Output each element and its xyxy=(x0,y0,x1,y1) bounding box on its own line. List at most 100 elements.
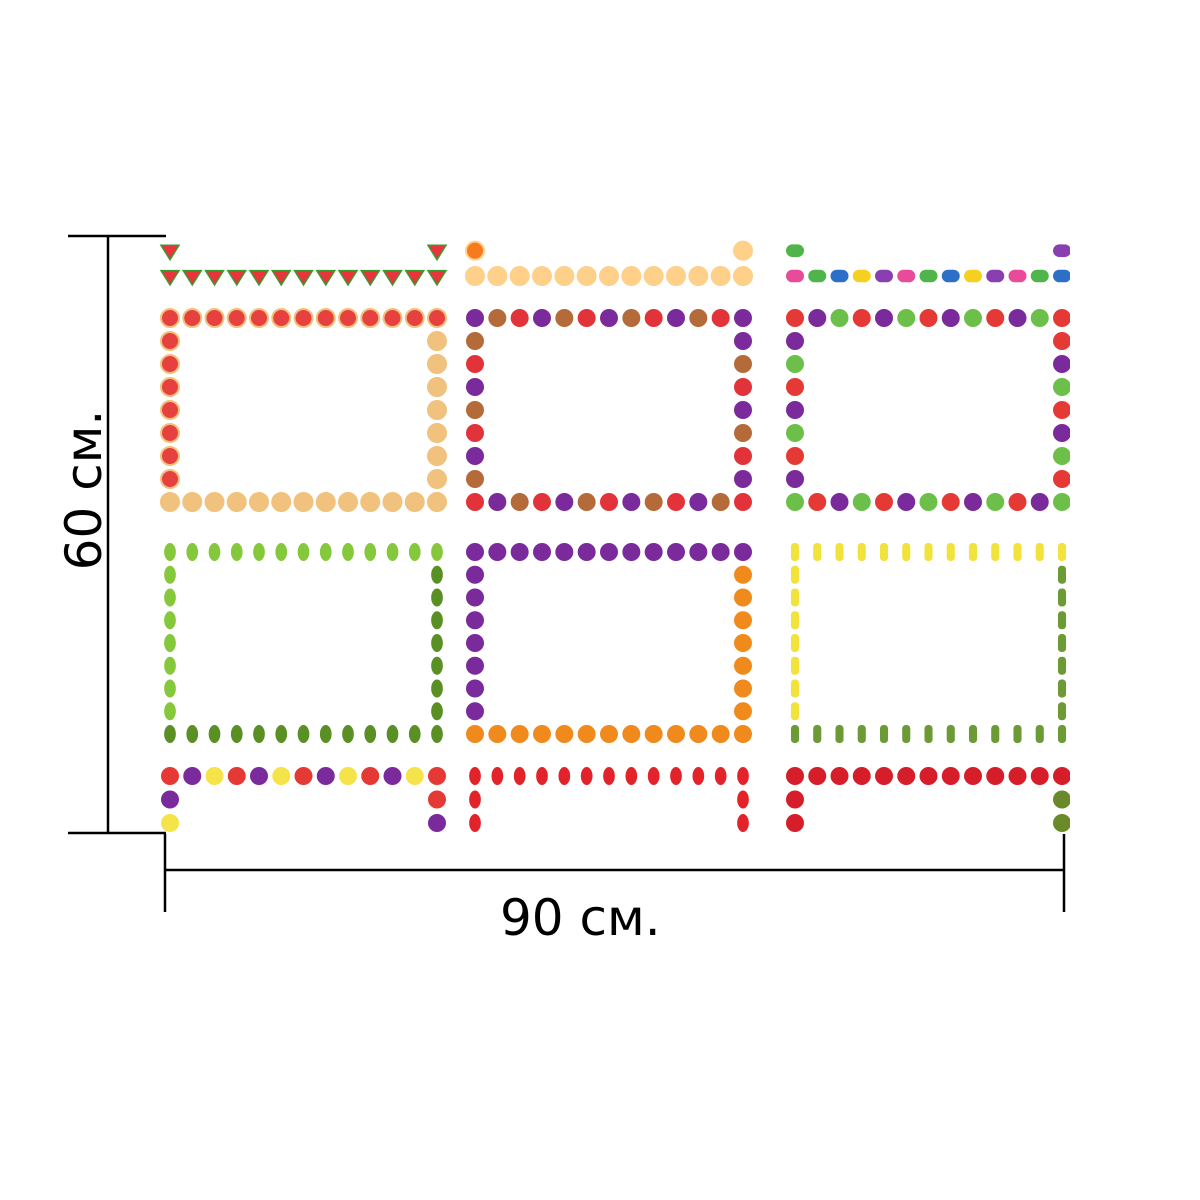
orange-slice-border-motif xyxy=(645,191,663,209)
watermelon-border-motif xyxy=(204,269,225,287)
cherry-border-motif xyxy=(852,767,871,785)
cherry-border-motif xyxy=(1053,790,1070,809)
corn-border-motif xyxy=(1013,543,1022,561)
mixed-vegetable-border-motif xyxy=(510,309,529,327)
chili-pepper-border-motif xyxy=(737,767,749,785)
pizza-border-motif xyxy=(293,308,314,328)
eggplant-carrot-border-motif xyxy=(577,725,596,743)
macaron-border xyxy=(786,194,1071,283)
pizza-border-motif xyxy=(360,308,381,328)
eggplant-carrot-border-motif xyxy=(734,702,752,721)
eggplant-carrot-border-motif xyxy=(533,725,551,743)
watermelon-border-motif xyxy=(359,269,381,287)
tomato-artichoke-border-motif xyxy=(786,447,804,465)
pizza-border-motif xyxy=(226,308,247,328)
eggplant-carrot-border-motif xyxy=(734,588,752,607)
pizza-border-motif xyxy=(182,492,203,512)
pizza-border-motif xyxy=(160,469,180,489)
mixed-vegetable-border-motif xyxy=(555,493,574,511)
watermelon-border-motif xyxy=(426,269,448,287)
watermelon-border-motif xyxy=(404,269,426,287)
mixed-vegetable-border-motif xyxy=(734,493,752,511)
watermelon-border-motif xyxy=(250,195,268,209)
corn-border-motif xyxy=(1035,543,1044,561)
macaron-border-motif xyxy=(897,269,916,283)
tomato-artichoke-border-motif xyxy=(852,309,871,327)
eggplant-carrot-border-motif xyxy=(533,543,551,561)
orange-slice-border-motif xyxy=(465,266,485,286)
watermelon-border-motif xyxy=(160,244,181,262)
corn-border-motif xyxy=(902,725,911,743)
eggplant-carrot-border-motif xyxy=(689,543,708,561)
pizza-border-motif xyxy=(427,446,447,466)
pear-border-motif xyxy=(431,702,443,721)
orange-slice-border-motif xyxy=(600,191,618,209)
macaron-border-motif xyxy=(853,194,871,207)
tomato-artichoke-border-motif xyxy=(941,309,960,327)
eggplant-carrot-border-motif xyxy=(711,543,730,561)
chili-pepper-border-motif xyxy=(670,767,682,785)
eggplant-carrot-border-motif xyxy=(466,679,484,698)
orange-slice-border-motif xyxy=(466,191,484,209)
chili-pepper-border-motif xyxy=(737,790,749,809)
macaron-border-motif xyxy=(1053,219,1071,232)
tomato-artichoke-border-motif xyxy=(897,493,916,511)
corn-border-motif xyxy=(991,725,1000,743)
orange-slice-border-motif xyxy=(578,191,596,209)
height-label: 60 см. xyxy=(55,409,113,571)
corn-border-motif xyxy=(879,725,889,743)
macaron-border-motif xyxy=(808,269,827,283)
pear-border-motif xyxy=(431,543,443,561)
eggplant-carrot-border-motif xyxy=(555,725,574,743)
mixed-vegetable-border-motif xyxy=(577,309,596,327)
watermelon-border-motif xyxy=(161,195,179,209)
macaron-border-motif xyxy=(1053,194,1071,207)
corn-border-motif xyxy=(924,725,933,743)
eggplant-carrot-border-motif xyxy=(600,725,618,743)
berry-pineapple-border-motif xyxy=(272,767,291,785)
pizza-border-motif xyxy=(293,492,314,512)
cherry-border-motif xyxy=(941,767,960,785)
mixed-vegetable-border-motif xyxy=(644,493,663,511)
macaron-border-motif xyxy=(852,269,871,283)
eggplant-carrot-border-motif xyxy=(466,588,484,607)
corn-border xyxy=(790,543,1067,743)
berry-pineapple-border-motif xyxy=(428,790,446,809)
mixed-vegetable-border-motif xyxy=(734,424,752,442)
macaron-border-motif xyxy=(1031,194,1049,207)
eggplant-carrot-border-motif xyxy=(711,725,730,743)
pizza-border-motif xyxy=(338,308,358,328)
orange-slice-border-motif xyxy=(509,266,530,286)
corn-border-motif xyxy=(813,725,822,743)
watermelon-border-motif xyxy=(160,269,181,287)
corn-border-motif xyxy=(1057,679,1067,698)
tomato-artichoke-border-motif xyxy=(808,493,827,511)
pear-border-motif xyxy=(275,725,288,743)
pizza-border-motif xyxy=(427,331,447,351)
mixed-vegetable-border-motif xyxy=(734,378,752,396)
watermelon-border-motif xyxy=(361,195,379,209)
mixed-vegetable-border-motif xyxy=(711,493,730,511)
mixed-vegetable-border-motif xyxy=(711,309,730,327)
cherry-border-motif xyxy=(786,767,804,785)
mixed-vegetable-border-motif xyxy=(466,424,484,442)
cherry-border-motif xyxy=(1030,767,1049,785)
pear-border-motif xyxy=(408,725,421,743)
mixed-vegetable-border-motif xyxy=(667,493,685,511)
orange-slice-border-motif xyxy=(643,266,664,286)
corn-border-motif xyxy=(1057,588,1067,607)
berry-pineapple-border-motif xyxy=(161,838,179,856)
pear-border-motif xyxy=(319,725,332,743)
mixed-vegetable-border-motif xyxy=(466,470,484,488)
corn-border-motif xyxy=(790,543,800,561)
orange-slice-border-motif xyxy=(621,266,642,286)
cherry-border-motif xyxy=(897,767,916,785)
tomato-artichoke-border-motif xyxy=(786,401,804,419)
orange-slice-border-motif xyxy=(710,266,731,286)
eggplant-carrot-border-motif xyxy=(466,543,484,561)
berry-pineapple-border-motif xyxy=(428,838,446,856)
eggplant-carrot-border-motif xyxy=(644,543,663,561)
corn-border-motif xyxy=(790,588,800,607)
mixed-vegetable-border-motif xyxy=(533,493,551,511)
chili-pepper-border-motif xyxy=(469,838,481,856)
